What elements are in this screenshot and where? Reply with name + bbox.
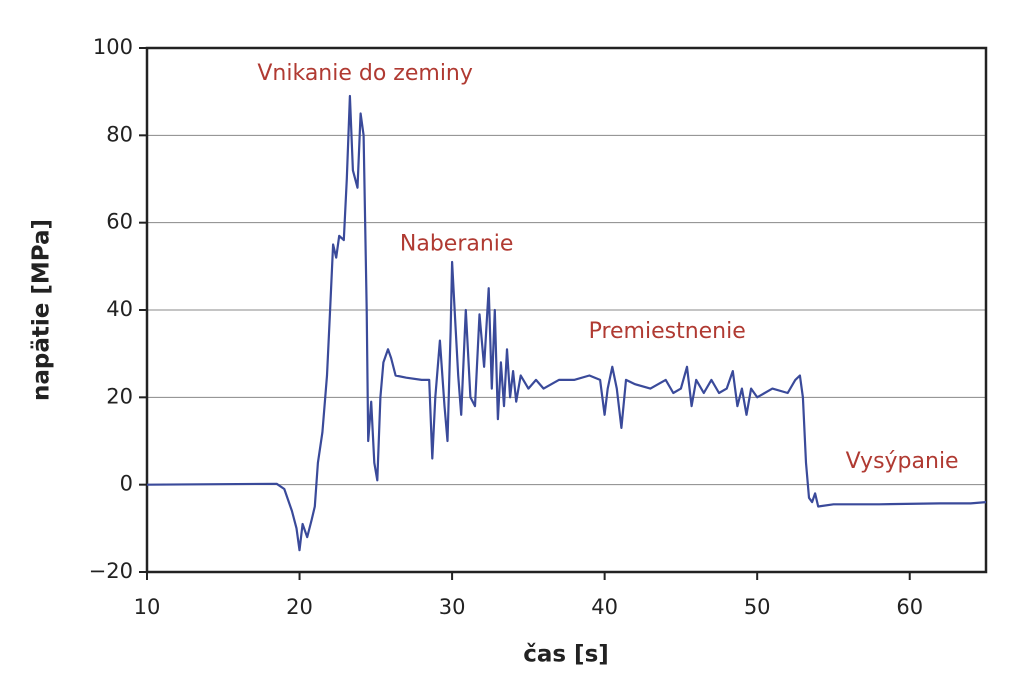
y-tick-label: 100 bbox=[93, 35, 133, 59]
annotation: Premiestnenie bbox=[589, 319, 746, 344]
y-tick-label: 40 bbox=[106, 297, 133, 321]
y-axis-title: napätie [MPa] bbox=[29, 219, 55, 401]
x-tick-label: 30 bbox=[439, 595, 466, 619]
y-tick-label: 20 bbox=[106, 384, 133, 408]
annotation: Vysýpanie bbox=[846, 449, 959, 474]
y-tick-label: 60 bbox=[106, 210, 133, 234]
x-tick-label: 50 bbox=[744, 595, 771, 619]
annotation: Naberanie bbox=[400, 232, 514, 257]
plot-frame bbox=[145, 46, 988, 574]
data-line bbox=[146, 94, 987, 552]
y-tick-label: 0 bbox=[120, 472, 133, 496]
annotation: Vnikanie do zeminy bbox=[257, 61, 473, 86]
y-tick-label: −20 bbox=[89, 559, 133, 583]
x-tick-label: 60 bbox=[896, 595, 923, 619]
x-tick-label: 10 bbox=[134, 595, 161, 619]
x-tick-label: 40 bbox=[591, 595, 618, 619]
x-axis-title: čas [s] bbox=[523, 642, 609, 668]
x-tick-label: 20 bbox=[286, 595, 313, 619]
y-tick-label: 80 bbox=[106, 122, 133, 146]
